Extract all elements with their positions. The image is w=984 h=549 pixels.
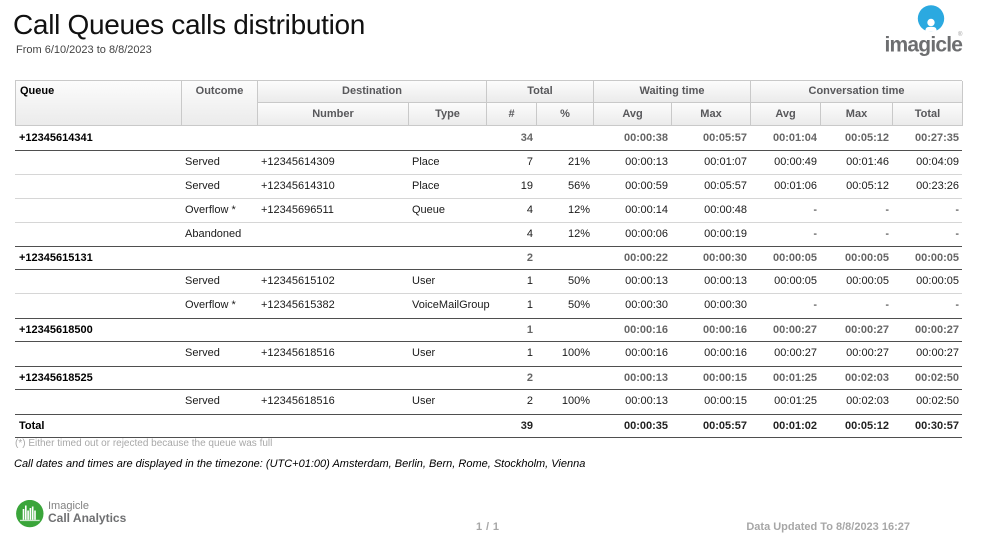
svg-text:imagicle: imagicle: [885, 34, 963, 57]
svg-text:®: ®: [958, 31, 963, 38]
